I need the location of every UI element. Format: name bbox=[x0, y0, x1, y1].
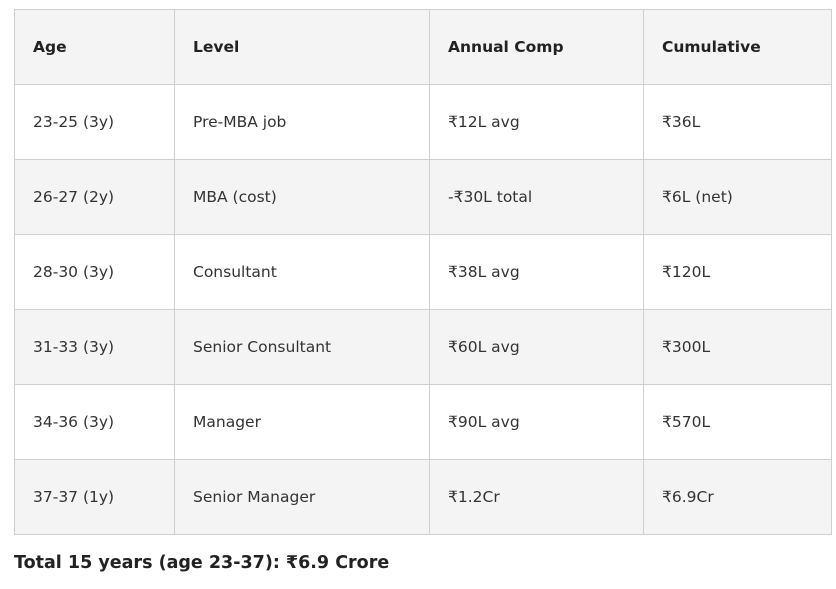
header-age: Age bbox=[14, 9, 175, 85]
cell-cumulative: ₹570L bbox=[643, 384, 832, 460]
header-row: Age Level Annual Comp Cumulative bbox=[14, 9, 832, 85]
cell-age: 31-33 (3y) bbox=[14, 309, 175, 385]
cell-level: Senior Manager bbox=[174, 459, 430, 535]
compensation-table: Age Level Annual Comp Cumulative 23-25 (… bbox=[14, 9, 832, 535]
cell-age: 28-30 (3y) bbox=[14, 234, 175, 310]
cell-cumulative: ₹6L (net) bbox=[643, 159, 832, 235]
cell-age: 37-37 (1y) bbox=[14, 459, 175, 535]
table-body: 23-25 (3y) Pre-MBA job ₹12L avg ₹36L 26-… bbox=[14, 84, 832, 535]
cell-annual-comp: ₹38L avg bbox=[429, 234, 644, 310]
total-summary: Total 15 years (age 23-37): ₹6.9 Crore bbox=[14, 553, 390, 573]
header-level: Level bbox=[174, 9, 430, 85]
cell-cumulative: ₹300L bbox=[643, 309, 832, 385]
cell-age: 23-25 (3y) bbox=[14, 84, 175, 160]
table-row: 37-37 (1y) Senior Manager ₹1.2Cr ₹6.9Cr bbox=[14, 459, 832, 535]
cell-level: Consultant bbox=[174, 234, 430, 310]
table-row: 34-36 (3y) Manager ₹90L avg ₹570L bbox=[14, 384, 832, 460]
cell-cumulative: ₹36L bbox=[643, 84, 832, 160]
cell-annual-comp: ₹12L avg bbox=[429, 84, 644, 160]
table-row: 26-27 (2y) MBA (cost) -₹30L total ₹6L (n… bbox=[14, 159, 832, 235]
cell-level: MBA (cost) bbox=[174, 159, 430, 235]
header-annual-comp: Annual Comp bbox=[429, 9, 644, 85]
cell-annual-comp: -₹30L total bbox=[429, 159, 644, 235]
header-cumulative: Cumulative bbox=[643, 9, 832, 85]
cell-annual-comp: ₹1.2Cr bbox=[429, 459, 644, 535]
cell-cumulative: ₹120L bbox=[643, 234, 832, 310]
cell-level: Manager bbox=[174, 384, 430, 460]
cell-level: Senior Consultant bbox=[174, 309, 430, 385]
cell-cumulative: ₹6.9Cr bbox=[643, 459, 832, 535]
cell-level: Pre-MBA job bbox=[174, 84, 430, 160]
cell-annual-comp: ₹90L avg bbox=[429, 384, 644, 460]
cell-age: 26-27 (2y) bbox=[14, 159, 175, 235]
table-row: 28-30 (3y) Consultant ₹38L avg ₹120L bbox=[14, 234, 832, 310]
table-row: 23-25 (3y) Pre-MBA job ₹12L avg ₹36L bbox=[14, 84, 832, 160]
table-row: 31-33 (3y) Senior Consultant ₹60L avg ₹3… bbox=[14, 309, 832, 385]
cell-age: 34-36 (3y) bbox=[14, 384, 175, 460]
table-header: Age Level Annual Comp Cumulative bbox=[14, 9, 832, 85]
cell-annual-comp: ₹60L avg bbox=[429, 309, 644, 385]
